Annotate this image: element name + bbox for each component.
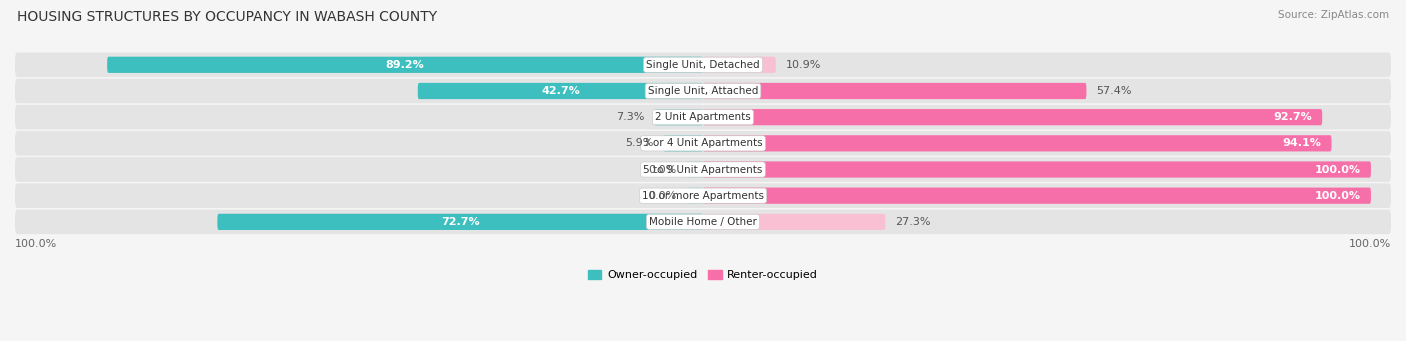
Text: Mobile Home / Other: Mobile Home / Other — [650, 217, 756, 227]
Text: 100.0%: 100.0% — [1315, 164, 1361, 175]
Text: 10.9%: 10.9% — [786, 60, 821, 70]
Text: HOUSING STRUCTURES BY OCCUPANCY IN WABASH COUNTY: HOUSING STRUCTURES BY OCCUPANCY IN WABAS… — [17, 10, 437, 24]
Text: Single Unit, Attached: Single Unit, Attached — [648, 86, 758, 96]
Text: 42.7%: 42.7% — [541, 86, 579, 96]
Text: 3 or 4 Unit Apartments: 3 or 4 Unit Apartments — [643, 138, 763, 148]
FancyBboxPatch shape — [418, 83, 703, 99]
FancyBboxPatch shape — [703, 83, 1087, 99]
FancyBboxPatch shape — [703, 214, 886, 230]
FancyBboxPatch shape — [15, 157, 1391, 182]
FancyBboxPatch shape — [703, 135, 1331, 151]
Text: 27.3%: 27.3% — [896, 217, 931, 227]
Text: 0.0%: 0.0% — [648, 191, 676, 201]
Text: 2 Unit Apartments: 2 Unit Apartments — [655, 112, 751, 122]
FancyBboxPatch shape — [654, 109, 703, 125]
Text: 5.9%: 5.9% — [626, 138, 654, 148]
FancyBboxPatch shape — [703, 109, 1322, 125]
FancyBboxPatch shape — [107, 57, 703, 73]
FancyBboxPatch shape — [218, 214, 703, 230]
FancyBboxPatch shape — [15, 105, 1391, 130]
Text: 89.2%: 89.2% — [385, 60, 425, 70]
FancyBboxPatch shape — [15, 79, 1391, 103]
FancyBboxPatch shape — [686, 161, 703, 178]
FancyBboxPatch shape — [15, 131, 1391, 155]
Text: 94.1%: 94.1% — [1282, 138, 1322, 148]
Text: 100.0%: 100.0% — [15, 239, 58, 249]
FancyBboxPatch shape — [15, 210, 1391, 234]
FancyBboxPatch shape — [686, 188, 703, 204]
Legend: Owner-occupied, Renter-occupied: Owner-occupied, Renter-occupied — [583, 265, 823, 285]
Text: Single Unit, Detached: Single Unit, Detached — [647, 60, 759, 70]
FancyBboxPatch shape — [703, 57, 776, 73]
Text: 10 or more Apartments: 10 or more Apartments — [643, 191, 763, 201]
Text: 57.4%: 57.4% — [1097, 86, 1132, 96]
Text: 72.7%: 72.7% — [441, 217, 479, 227]
Text: 7.3%: 7.3% — [616, 112, 644, 122]
Text: 0.0%: 0.0% — [648, 164, 676, 175]
FancyBboxPatch shape — [15, 53, 1391, 77]
FancyBboxPatch shape — [664, 135, 703, 151]
Text: 100.0%: 100.0% — [1348, 239, 1391, 249]
Text: 5 to 9 Unit Apartments: 5 to 9 Unit Apartments — [644, 164, 762, 175]
Text: Source: ZipAtlas.com: Source: ZipAtlas.com — [1278, 10, 1389, 20]
FancyBboxPatch shape — [703, 161, 1371, 178]
Text: 92.7%: 92.7% — [1274, 112, 1312, 122]
FancyBboxPatch shape — [703, 188, 1371, 204]
FancyBboxPatch shape — [15, 183, 1391, 208]
Text: 100.0%: 100.0% — [1315, 191, 1361, 201]
